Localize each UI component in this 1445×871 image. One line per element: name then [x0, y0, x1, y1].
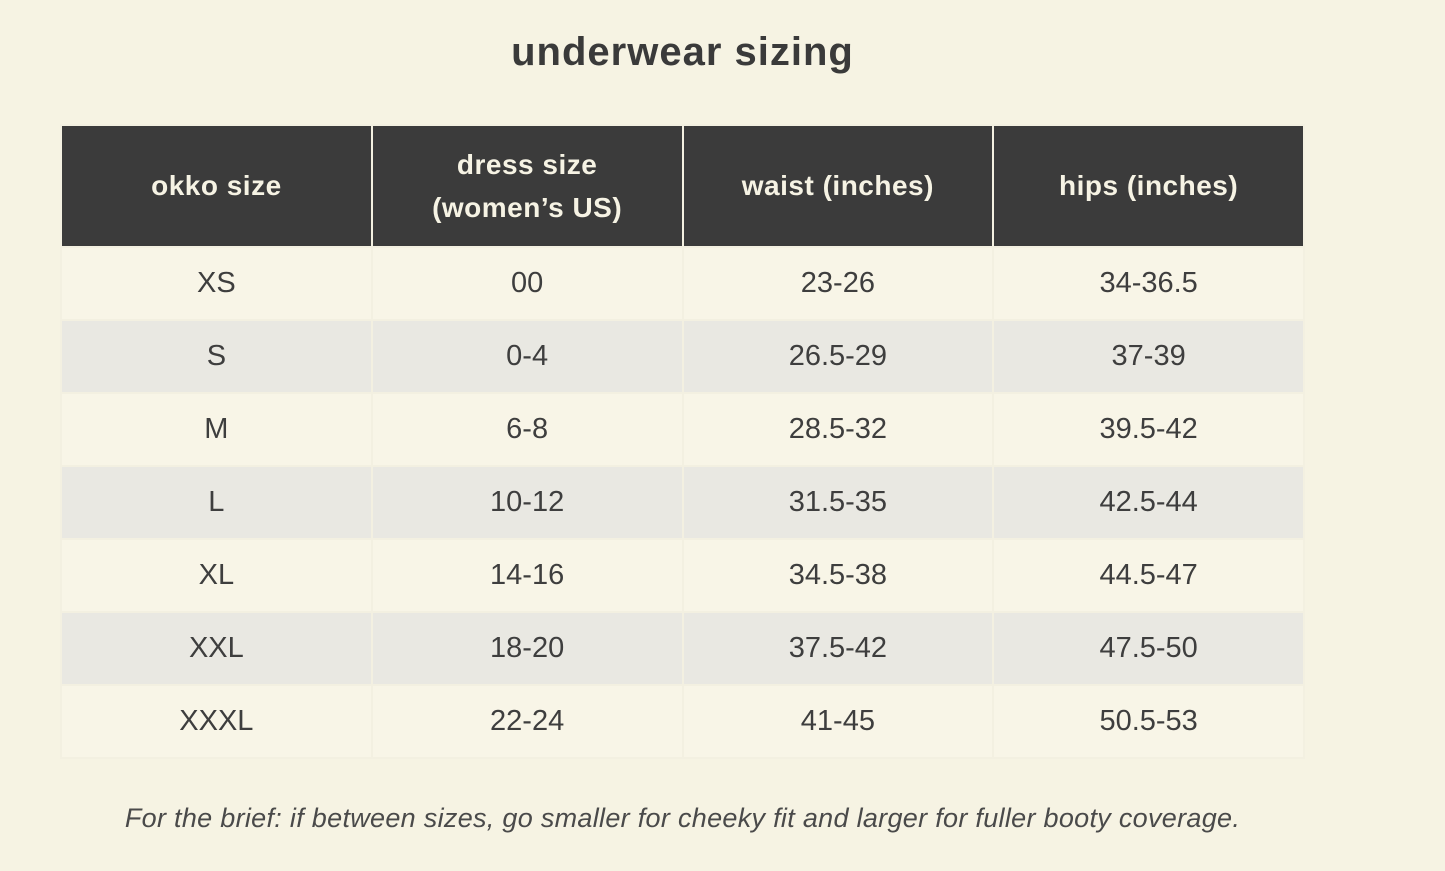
table-body: XS 00 23-26 34-36.5 S 0-4 26.5-29 37-39 M 6-8 28.5… [60, 246, 1305, 759]
column-header-sublabel: (women’s US) [432, 192, 623, 223]
table-cell: 47.5-50 [992, 611, 1305, 686]
column-header-waist: waist (inches) [681, 124, 995, 248]
column-header-dress-size: dress size (women’s US) [370, 124, 684, 248]
table-cell: 31.5-35 [681, 465, 995, 540]
table-cell: 50.5-53 [992, 684, 1305, 759]
table-cell: 00 [370, 246, 684, 321]
table-cell: 10-12 [370, 465, 684, 540]
table-row: XXL 18-20 37.5-42 47.5-50 [60, 611, 1305, 686]
table-cell: XS [60, 246, 373, 321]
table-cell: 14-16 [370, 538, 684, 613]
sizing-table: okko size dress size (women’s US) waist (in… [60, 124, 1305, 759]
table-cell: 23-26 [681, 246, 995, 321]
table-cell: 0-4 [370, 319, 684, 394]
table-cell: 42.5-44 [992, 465, 1305, 540]
table-cell: 26.5-29 [681, 319, 995, 394]
table-cell: XL [60, 538, 373, 613]
table-header: okko size dress size (women’s US) waist (in… [60, 124, 1305, 248]
column-header-label: hips (inches) [1059, 170, 1239, 202]
column-header-label: okko size [151, 170, 282, 202]
column-header-hips: hips (inches) [992, 124, 1305, 248]
table-row: L 10-12 31.5-35 42.5-44 [60, 465, 1305, 540]
table-cell: 37.5-42 [681, 611, 995, 686]
table-cell: 39.5-42 [992, 392, 1305, 467]
table-cell: M [60, 392, 373, 467]
table-cell: 44.5-47 [992, 538, 1305, 613]
table-cell: 37-39 [992, 319, 1305, 394]
table-cell: S [60, 319, 373, 394]
table-row: XS 00 23-26 34-36.5 [60, 246, 1305, 321]
fit-note: For the brief: if between sizes, go smal… [124, 803, 1241, 833]
column-header-label: dress size [456, 148, 598, 180]
table-row: XL 14-16 34.5-38 44.5-47 [60, 538, 1305, 613]
table-cell: 28.5-32 [681, 392, 995, 467]
table-cell: XXL [60, 611, 373, 686]
table-row: XXXL 22-24 41-45 50.5-53 [60, 684, 1305, 759]
table-row: S 0-4 26.5-29 37-39 [60, 319, 1305, 394]
table-cell: 18-20 [370, 611, 684, 686]
table-cell: XXXL [60, 684, 373, 759]
page-title: underwear sizing [511, 30, 854, 74]
table-cell: 22-24 [370, 684, 684, 759]
table-row: M 6-8 28.5-32 39.5-42 [60, 392, 1305, 467]
table-cell: 34-36.5 [992, 246, 1305, 321]
table-cell: L [60, 465, 373, 540]
column-header-label: waist (inches) [741, 170, 934, 202]
column-header-okko-size: okko size [60, 124, 373, 248]
table-header-row: okko size dress size (women’s US) waist (in… [60, 124, 1305, 248]
page-container: underwear sizing okko size dress size (wom… [60, 0, 1305, 834]
table-cell: 34.5-38 [681, 538, 995, 613]
table-cell: 6-8 [370, 392, 684, 467]
table-cell: 41-45 [681, 684, 995, 759]
